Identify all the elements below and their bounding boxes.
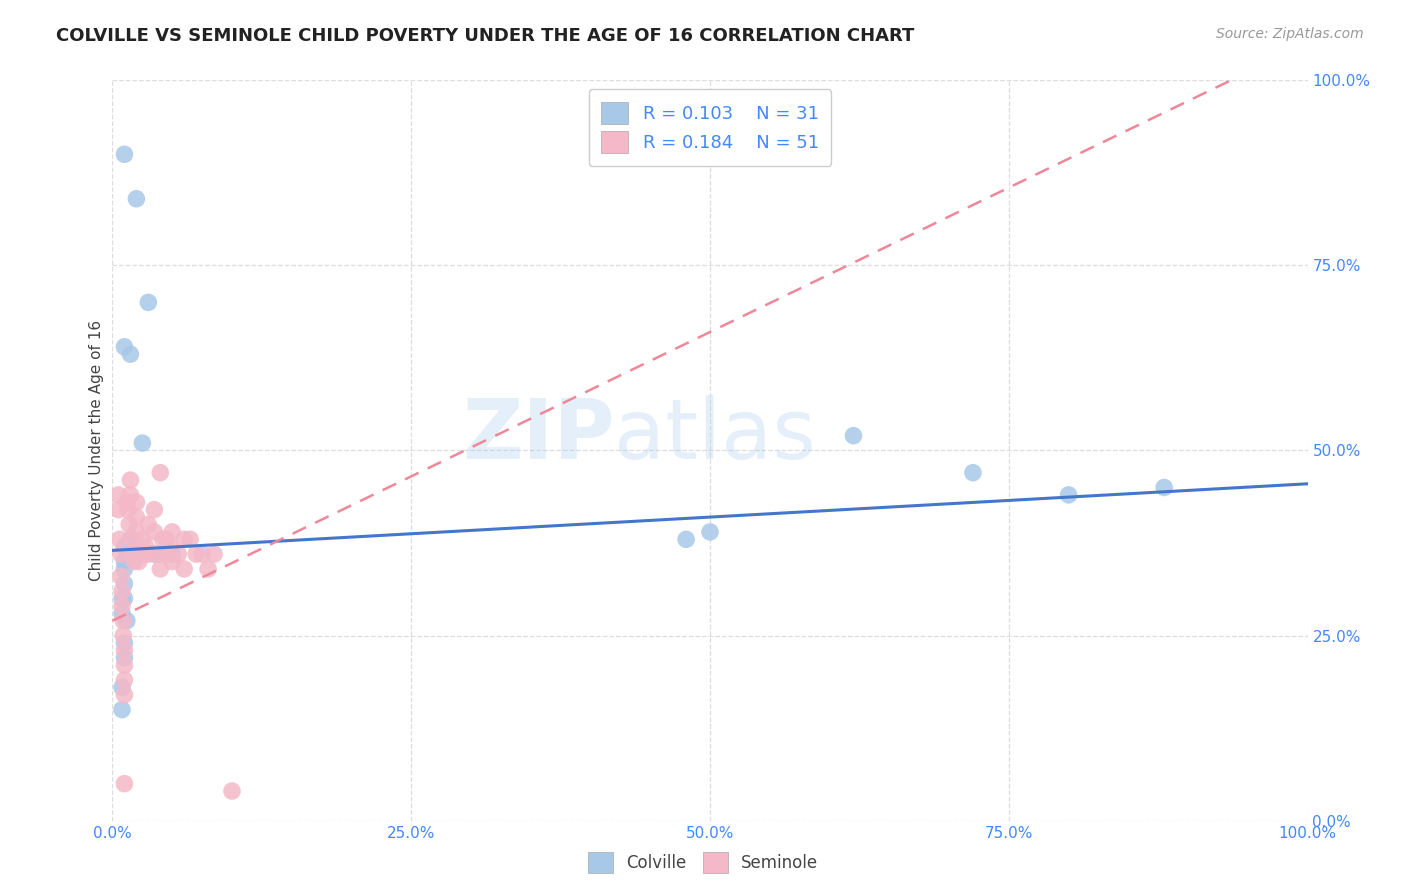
Point (191, 547, 214, 561)
Point (110, 569, 132, 583)
Point (125, 547, 148, 561)
Point (114, 650, 135, 665)
Point (110, 547, 132, 561)
Point (221, 784, 243, 798)
Point (118, 517, 141, 532)
Point (152, 533, 174, 547)
Point (842, 428, 865, 442)
Point (114, 147, 135, 161)
Point (1057, 488, 1080, 502)
Point (115, 547, 138, 561)
Point (125, 510, 148, 524)
Point (120, 347, 142, 361)
Point (111, 599, 134, 613)
Point (135, 540, 157, 554)
Point (131, 436, 153, 450)
Point (121, 547, 143, 561)
Point (114, 340, 135, 354)
Point (114, 540, 135, 554)
Point (114, 636, 135, 650)
Point (162, 524, 183, 539)
Point (131, 533, 153, 547)
Point (149, 562, 172, 576)
Point (128, 555, 150, 569)
Point (114, 658, 135, 673)
Point (115, 614, 138, 628)
Point (114, 776, 135, 791)
Legend: Colville, Seminole: Colville, Seminole (581, 846, 825, 880)
Point (159, 540, 181, 554)
Legend: R = 0.103    N = 31, R = 0.184    N = 51: R = 0.103 N = 31, R = 0.184 N = 51 (589, 89, 831, 166)
Point (138, 547, 160, 561)
Point (121, 533, 143, 547)
Point (111, 584, 134, 599)
Point (111, 591, 134, 606)
Point (114, 576, 135, 591)
Text: COLVILLE VS SEMINOLE CHILD POVERTY UNDER THE AGE OF 16 CORRELATION CHART: COLVILLE VS SEMINOLE CHILD POVERTY UNDER… (56, 27, 915, 45)
Text: ZIP: ZIP (463, 395, 614, 476)
Point (146, 547, 169, 561)
Point (138, 517, 160, 532)
Point (114, 673, 135, 687)
Point (143, 502, 166, 516)
Point (131, 547, 153, 561)
Point (114, 555, 135, 569)
Text: Source: ZipAtlas.com: Source: ZipAtlas.com (1216, 27, 1364, 41)
Point (197, 562, 219, 576)
Point (120, 488, 142, 502)
Point (125, 495, 148, 509)
Point (675, 533, 697, 547)
Point (162, 555, 183, 569)
Y-axis label: Child Poverty Under the Age of 16: Child Poverty Under the Age of 16 (89, 320, 104, 581)
Point (114, 643, 135, 657)
Point (173, 533, 195, 547)
Point (111, 681, 134, 695)
Point (143, 547, 166, 561)
Point (155, 533, 177, 547)
Point (114, 562, 135, 576)
Point (138, 295, 160, 310)
Point (117, 502, 139, 516)
Point (114, 591, 135, 606)
Point (112, 628, 135, 642)
Point (962, 466, 984, 480)
Point (107, 488, 129, 502)
Point (149, 466, 172, 480)
Point (122, 547, 145, 561)
Point (173, 562, 195, 576)
Point (143, 524, 166, 539)
Point (1153, 480, 1175, 494)
Text: atlas: atlas (614, 395, 815, 476)
Point (115, 495, 138, 509)
Point (122, 555, 145, 569)
Point (699, 524, 721, 539)
Point (114, 688, 135, 702)
Point (167, 547, 190, 561)
Point (125, 192, 148, 206)
Point (111, 703, 134, 717)
Point (186, 547, 208, 561)
Point (125, 524, 148, 539)
Point (120, 473, 142, 487)
Point (155, 547, 177, 561)
Point (162, 547, 183, 561)
Point (149, 547, 172, 561)
Point (107, 502, 129, 516)
Point (108, 533, 131, 547)
Point (179, 533, 201, 547)
Point (120, 533, 142, 547)
Point (112, 614, 135, 628)
Point (111, 607, 134, 621)
Point (202, 547, 225, 561)
